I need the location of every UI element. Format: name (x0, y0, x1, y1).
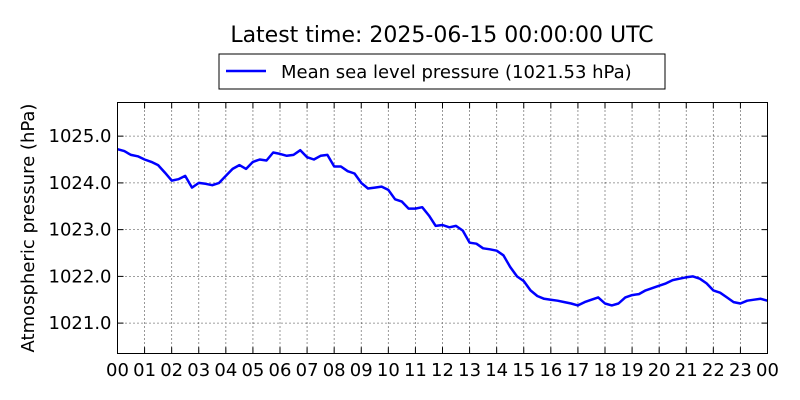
x-tick-label: 14 (485, 360, 508, 381)
x-axis-tick-labels: 00 01 02 03 04 05 06 07 08 09 10 11 12 13 14 15 16 17 18 19… (106, 360, 779, 381)
x-tick-label: 19 (621, 360, 644, 381)
x-tick-label: 04 (214, 360, 237, 381)
grid (117, 102, 768, 354)
y-axis-tick-labels: 1021.0 1022.0 1023.0 1024.0 1025.0 (49, 126, 112, 334)
x-tick-label: 10 (377, 360, 400, 381)
y-tick-label: 1023.0 (49, 220, 112, 241)
legend-box (218, 53, 666, 90)
y-tick-label: 1021.0 (49, 313, 112, 334)
chart-title: Latest time: 2025-06-15 00:00:00 UTC (230, 23, 653, 48)
y-tick-label: 1024.0 (49, 173, 112, 194)
x-tick-label: 01 (133, 360, 156, 381)
x-tick-label: 20 (648, 360, 671, 381)
x-tick-label: 08 (323, 360, 346, 381)
x-tick-label: 18 (594, 360, 617, 381)
x-tick-label: 17 (566, 360, 589, 381)
y-axis-label: Atmospheric pressure (hPa) (18, 104, 39, 353)
x-tick-label: 21 (675, 360, 698, 381)
x-tick-label: 03 (187, 360, 210, 381)
x-tick-label: 23 (729, 360, 752, 381)
x-tick-label: 00 (756, 360, 779, 381)
x-tick-label: 09 (350, 360, 373, 381)
plot-frame (117, 102, 768, 354)
x-tick-label: 11 (404, 360, 427, 381)
x-tick-label: 05 (241, 360, 264, 381)
x-tick-label: 13 (458, 360, 481, 381)
axis-ticks (117, 102, 768, 354)
series-line-mean-sea-level-pressure (117, 147, 768, 307)
x-tick-label: 06 (269, 360, 292, 381)
y-tick-label: 1025.0 (49, 126, 112, 147)
x-tick-label: 12 (431, 360, 454, 381)
y-tick-label: 1022.0 (49, 266, 112, 287)
legend: Mean sea level pressure (1021.53 hPa) (218, 53, 666, 90)
x-tick-label: 00 (106, 360, 129, 381)
x-tick-label: 15 (512, 360, 535, 381)
x-tick-label: 22 (702, 360, 725, 381)
x-tick-label: 16 (539, 360, 562, 381)
legend-label: Mean sea level pressure (1021.53 hPa) (281, 62, 632, 83)
x-tick-label: 02 (160, 360, 183, 381)
x-tick-label: 07 (296, 360, 319, 381)
